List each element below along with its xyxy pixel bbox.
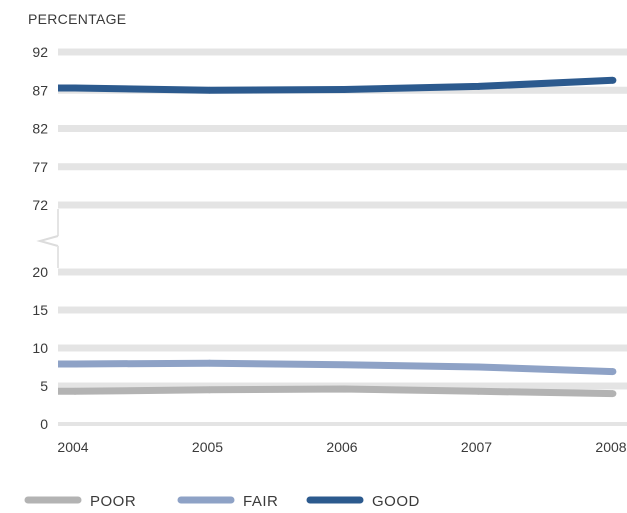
y-tick-label: 92 — [32, 44, 48, 60]
x-tick-labels: 2004 2005 2006 2007 2008 — [57, 439, 626, 455]
y-tick-labels: 0 5 10 15 20 72 77 82 87 92 — [32, 44, 48, 432]
data-point-poor — [71, 387, 79, 395]
y-axis-label: PERCENTAGE — [28, 11, 126, 27]
data-point-fair — [206, 359, 213, 367]
series-line-poor — [58, 385, 614, 398]
series-lines — [58, 76, 617, 398]
legend-label-poor: POOR — [90, 493, 136, 510]
x-tick-label: 2006 — [326, 439, 357, 455]
data-point-poor — [340, 385, 348, 393]
y-tick-label: 87 — [32, 82, 48, 98]
data-point-poor — [475, 387, 482, 395]
data-point-good — [71, 84, 79, 92]
data-point-poor — [609, 390, 617, 397]
data-point-fair — [71, 360, 79, 368]
y-tick-label: 10 — [32, 340, 48, 356]
data-point-good — [340, 86, 348, 93]
data-point-fair — [340, 361, 348, 369]
series-line-fair — [58, 359, 614, 376]
x-tick-label: 2008 — [595, 439, 626, 455]
axis-break-zigzag — [36, 235, 59, 247]
y-tick-label: 20 — [32, 264, 48, 280]
data-point-fair — [609, 368, 617, 375]
legend-label-fair: FAIR — [243, 493, 278, 510]
legend-label-good: GOOD — [372, 493, 420, 510]
legend: POOR FAIR GOOD — [24, 493, 420, 510]
y-tick-label: 72 — [32, 197, 48, 213]
x-tick-label: 2004 — [57, 439, 88, 455]
x-tick-label: 2005 — [192, 439, 223, 455]
y-tick-label: 5 — [40, 378, 48, 394]
axis-break — [36, 209, 59, 268]
data-point-good — [475, 83, 482, 90]
y-tick-label: 82 — [32, 121, 48, 137]
y-tick-label: 15 — [32, 302, 48, 318]
data-point-good — [206, 86, 213, 94]
data-point-good — [609, 76, 617, 84]
y-tick-label: 0 — [40, 416, 48, 432]
x-tick-label: 2007 — [461, 439, 492, 455]
data-point-poor — [206, 386, 213, 394]
y-tick-label: 77 — [32, 159, 48, 175]
data-point-fair — [475, 363, 482, 371]
